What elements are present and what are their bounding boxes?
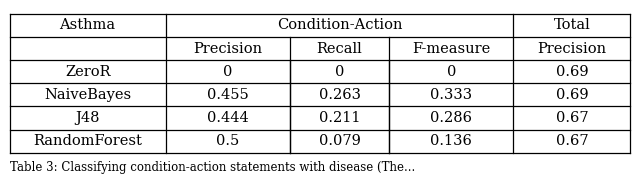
Text: Total: Total bbox=[554, 18, 590, 32]
Text: F-measure: F-measure bbox=[412, 42, 490, 55]
Text: 0.263: 0.263 bbox=[319, 88, 360, 102]
Text: 0.5: 0.5 bbox=[216, 134, 239, 148]
Text: 0.211: 0.211 bbox=[319, 111, 360, 125]
Text: 0: 0 bbox=[223, 65, 232, 79]
Text: Condition-Action: Condition-Action bbox=[276, 18, 403, 32]
Text: 0.69: 0.69 bbox=[556, 88, 588, 102]
Text: 0.333: 0.333 bbox=[430, 88, 472, 102]
Text: Precision: Precision bbox=[538, 42, 607, 55]
Text: Precision: Precision bbox=[193, 42, 262, 55]
Text: J48: J48 bbox=[76, 111, 100, 125]
Text: Table 3: Classifying condition-action statements with disease (The...: Table 3: Classifying condition-action st… bbox=[10, 161, 415, 174]
Text: 0.079: 0.079 bbox=[319, 134, 360, 148]
Text: Asthma: Asthma bbox=[60, 18, 116, 32]
Text: NaiveBayes: NaiveBayes bbox=[44, 88, 131, 102]
Text: 0.286: 0.286 bbox=[430, 111, 472, 125]
Text: 0.67: 0.67 bbox=[556, 111, 588, 125]
Text: 0: 0 bbox=[447, 65, 456, 79]
Text: 0.444: 0.444 bbox=[207, 111, 249, 125]
Text: ZeroR: ZeroR bbox=[65, 65, 110, 79]
Text: 0.455: 0.455 bbox=[207, 88, 249, 102]
Text: Recall: Recall bbox=[317, 42, 362, 55]
Text: 0.136: 0.136 bbox=[430, 134, 472, 148]
Text: RandomForest: RandomForest bbox=[33, 134, 142, 148]
Text: 0.67: 0.67 bbox=[556, 134, 588, 148]
Text: 0.69: 0.69 bbox=[556, 65, 588, 79]
Text: 0: 0 bbox=[335, 65, 344, 79]
